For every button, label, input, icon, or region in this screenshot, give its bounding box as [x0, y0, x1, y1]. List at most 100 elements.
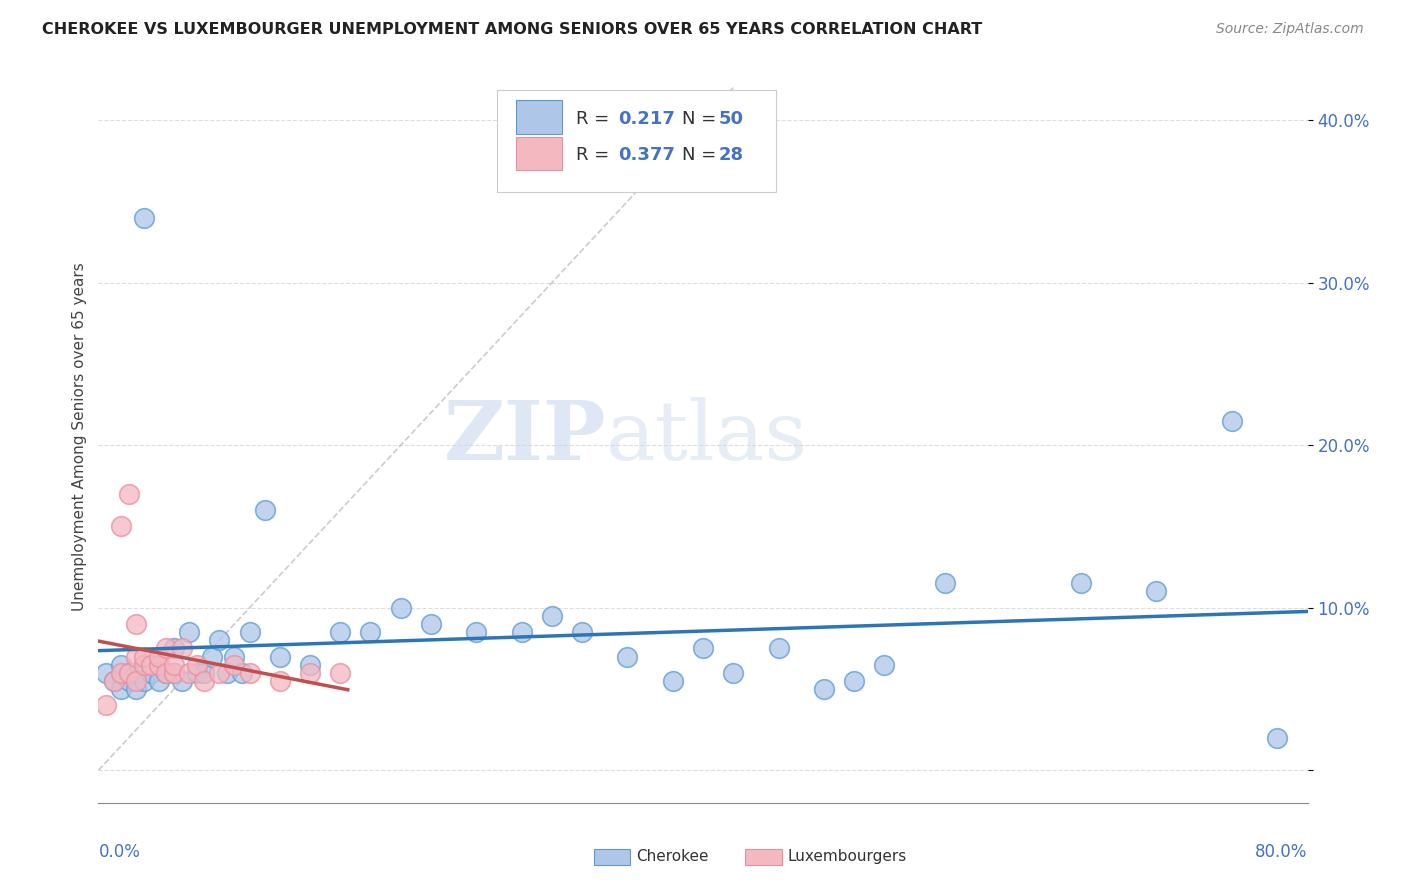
- Bar: [516, 136, 561, 170]
- Point: [253, 503, 276, 517]
- Point: [125, 673, 148, 688]
- Point: [110, 681, 132, 696]
- Point: [118, 673, 141, 688]
- Point: [269, 649, 291, 664]
- Text: Source: ZipAtlas.com: Source: ZipAtlas.com: [1216, 22, 1364, 37]
- Y-axis label: Unemployment Among Seniors over 65 years: Unemployment Among Seniors over 65 years: [72, 263, 87, 611]
- Point: [208, 665, 231, 680]
- Point: [163, 657, 186, 672]
- Point: [155, 665, 177, 680]
- Text: 0.0%: 0.0%: [98, 844, 141, 862]
- Point: [571, 625, 593, 640]
- Point: [1144, 584, 1167, 599]
- Point: [125, 665, 148, 680]
- Point: [163, 641, 186, 656]
- Point: [360, 625, 382, 640]
- Bar: [516, 100, 561, 134]
- Point: [155, 641, 177, 656]
- Text: 0.377: 0.377: [619, 146, 675, 164]
- Text: 28: 28: [718, 146, 744, 164]
- Point: [118, 487, 141, 501]
- Point: [141, 657, 163, 672]
- Point: [224, 657, 246, 672]
- Bar: [595, 849, 630, 865]
- Point: [141, 665, 163, 680]
- Point: [163, 665, 186, 680]
- Text: 50: 50: [718, 110, 744, 128]
- Point: [118, 665, 141, 680]
- Text: 0.217: 0.217: [619, 110, 675, 128]
- Text: N =: N =: [682, 110, 723, 128]
- Point: [148, 657, 170, 672]
- Point: [329, 665, 352, 680]
- Text: 80.0%: 80.0%: [1256, 844, 1308, 862]
- Point: [299, 657, 322, 672]
- Point: [224, 649, 246, 664]
- Point: [510, 625, 533, 640]
- Point: [215, 665, 238, 680]
- Bar: [745, 849, 782, 865]
- Point: [1220, 414, 1243, 428]
- Point: [768, 641, 790, 656]
- Point: [148, 657, 170, 672]
- Point: [389, 600, 412, 615]
- Point: [299, 665, 322, 680]
- Point: [239, 665, 262, 680]
- Point: [94, 665, 117, 680]
- Point: [465, 625, 488, 640]
- Point: [125, 617, 148, 632]
- Point: [1070, 576, 1092, 591]
- Text: Luxembourgers: Luxembourgers: [787, 849, 907, 864]
- Point: [170, 673, 193, 688]
- Text: R =: R =: [576, 110, 621, 128]
- Point: [692, 641, 714, 656]
- Point: [661, 673, 683, 688]
- Point: [329, 625, 352, 640]
- Point: [110, 657, 132, 672]
- Point: [110, 665, 132, 680]
- Text: atlas: atlas: [606, 397, 808, 477]
- Point: [186, 665, 208, 680]
- Point: [110, 519, 132, 533]
- Point: [239, 625, 262, 640]
- Point: [231, 665, 253, 680]
- Point: [420, 617, 443, 632]
- Point: [616, 649, 638, 664]
- Point: [103, 673, 125, 688]
- Point: [132, 649, 155, 664]
- Point: [269, 673, 291, 688]
- Point: [844, 673, 866, 688]
- Text: N =: N =: [682, 146, 723, 164]
- FancyBboxPatch shape: [498, 90, 776, 192]
- Point: [125, 681, 148, 696]
- Point: [170, 641, 193, 656]
- Point: [186, 657, 208, 672]
- Point: [118, 665, 141, 680]
- Point: [193, 665, 215, 680]
- Text: R =: R =: [576, 146, 621, 164]
- Point: [1267, 731, 1289, 745]
- Point: [873, 657, 896, 672]
- Point: [163, 665, 186, 680]
- Point: [148, 673, 170, 688]
- Point: [94, 698, 117, 713]
- Point: [132, 673, 155, 688]
- Point: [155, 665, 177, 680]
- Point: [132, 657, 155, 672]
- Point: [540, 608, 562, 623]
- Point: [723, 665, 745, 680]
- Point: [934, 576, 956, 591]
- Text: ZIP: ZIP: [444, 397, 606, 477]
- Text: Cherokee: Cherokee: [637, 849, 709, 864]
- Text: CHEROKEE VS LUXEMBOURGER UNEMPLOYMENT AMONG SENIORS OVER 65 YEARS CORRELATION CH: CHEROKEE VS LUXEMBOURGER UNEMPLOYMENT AM…: [42, 22, 983, 37]
- Point: [193, 673, 215, 688]
- Point: [201, 649, 224, 664]
- Point: [103, 673, 125, 688]
- Point: [179, 665, 201, 680]
- Point: [125, 649, 148, 664]
- Point: [813, 681, 835, 696]
- Point: [208, 633, 231, 648]
- Point: [132, 211, 155, 225]
- Point: [179, 625, 201, 640]
- Point: [148, 649, 170, 664]
